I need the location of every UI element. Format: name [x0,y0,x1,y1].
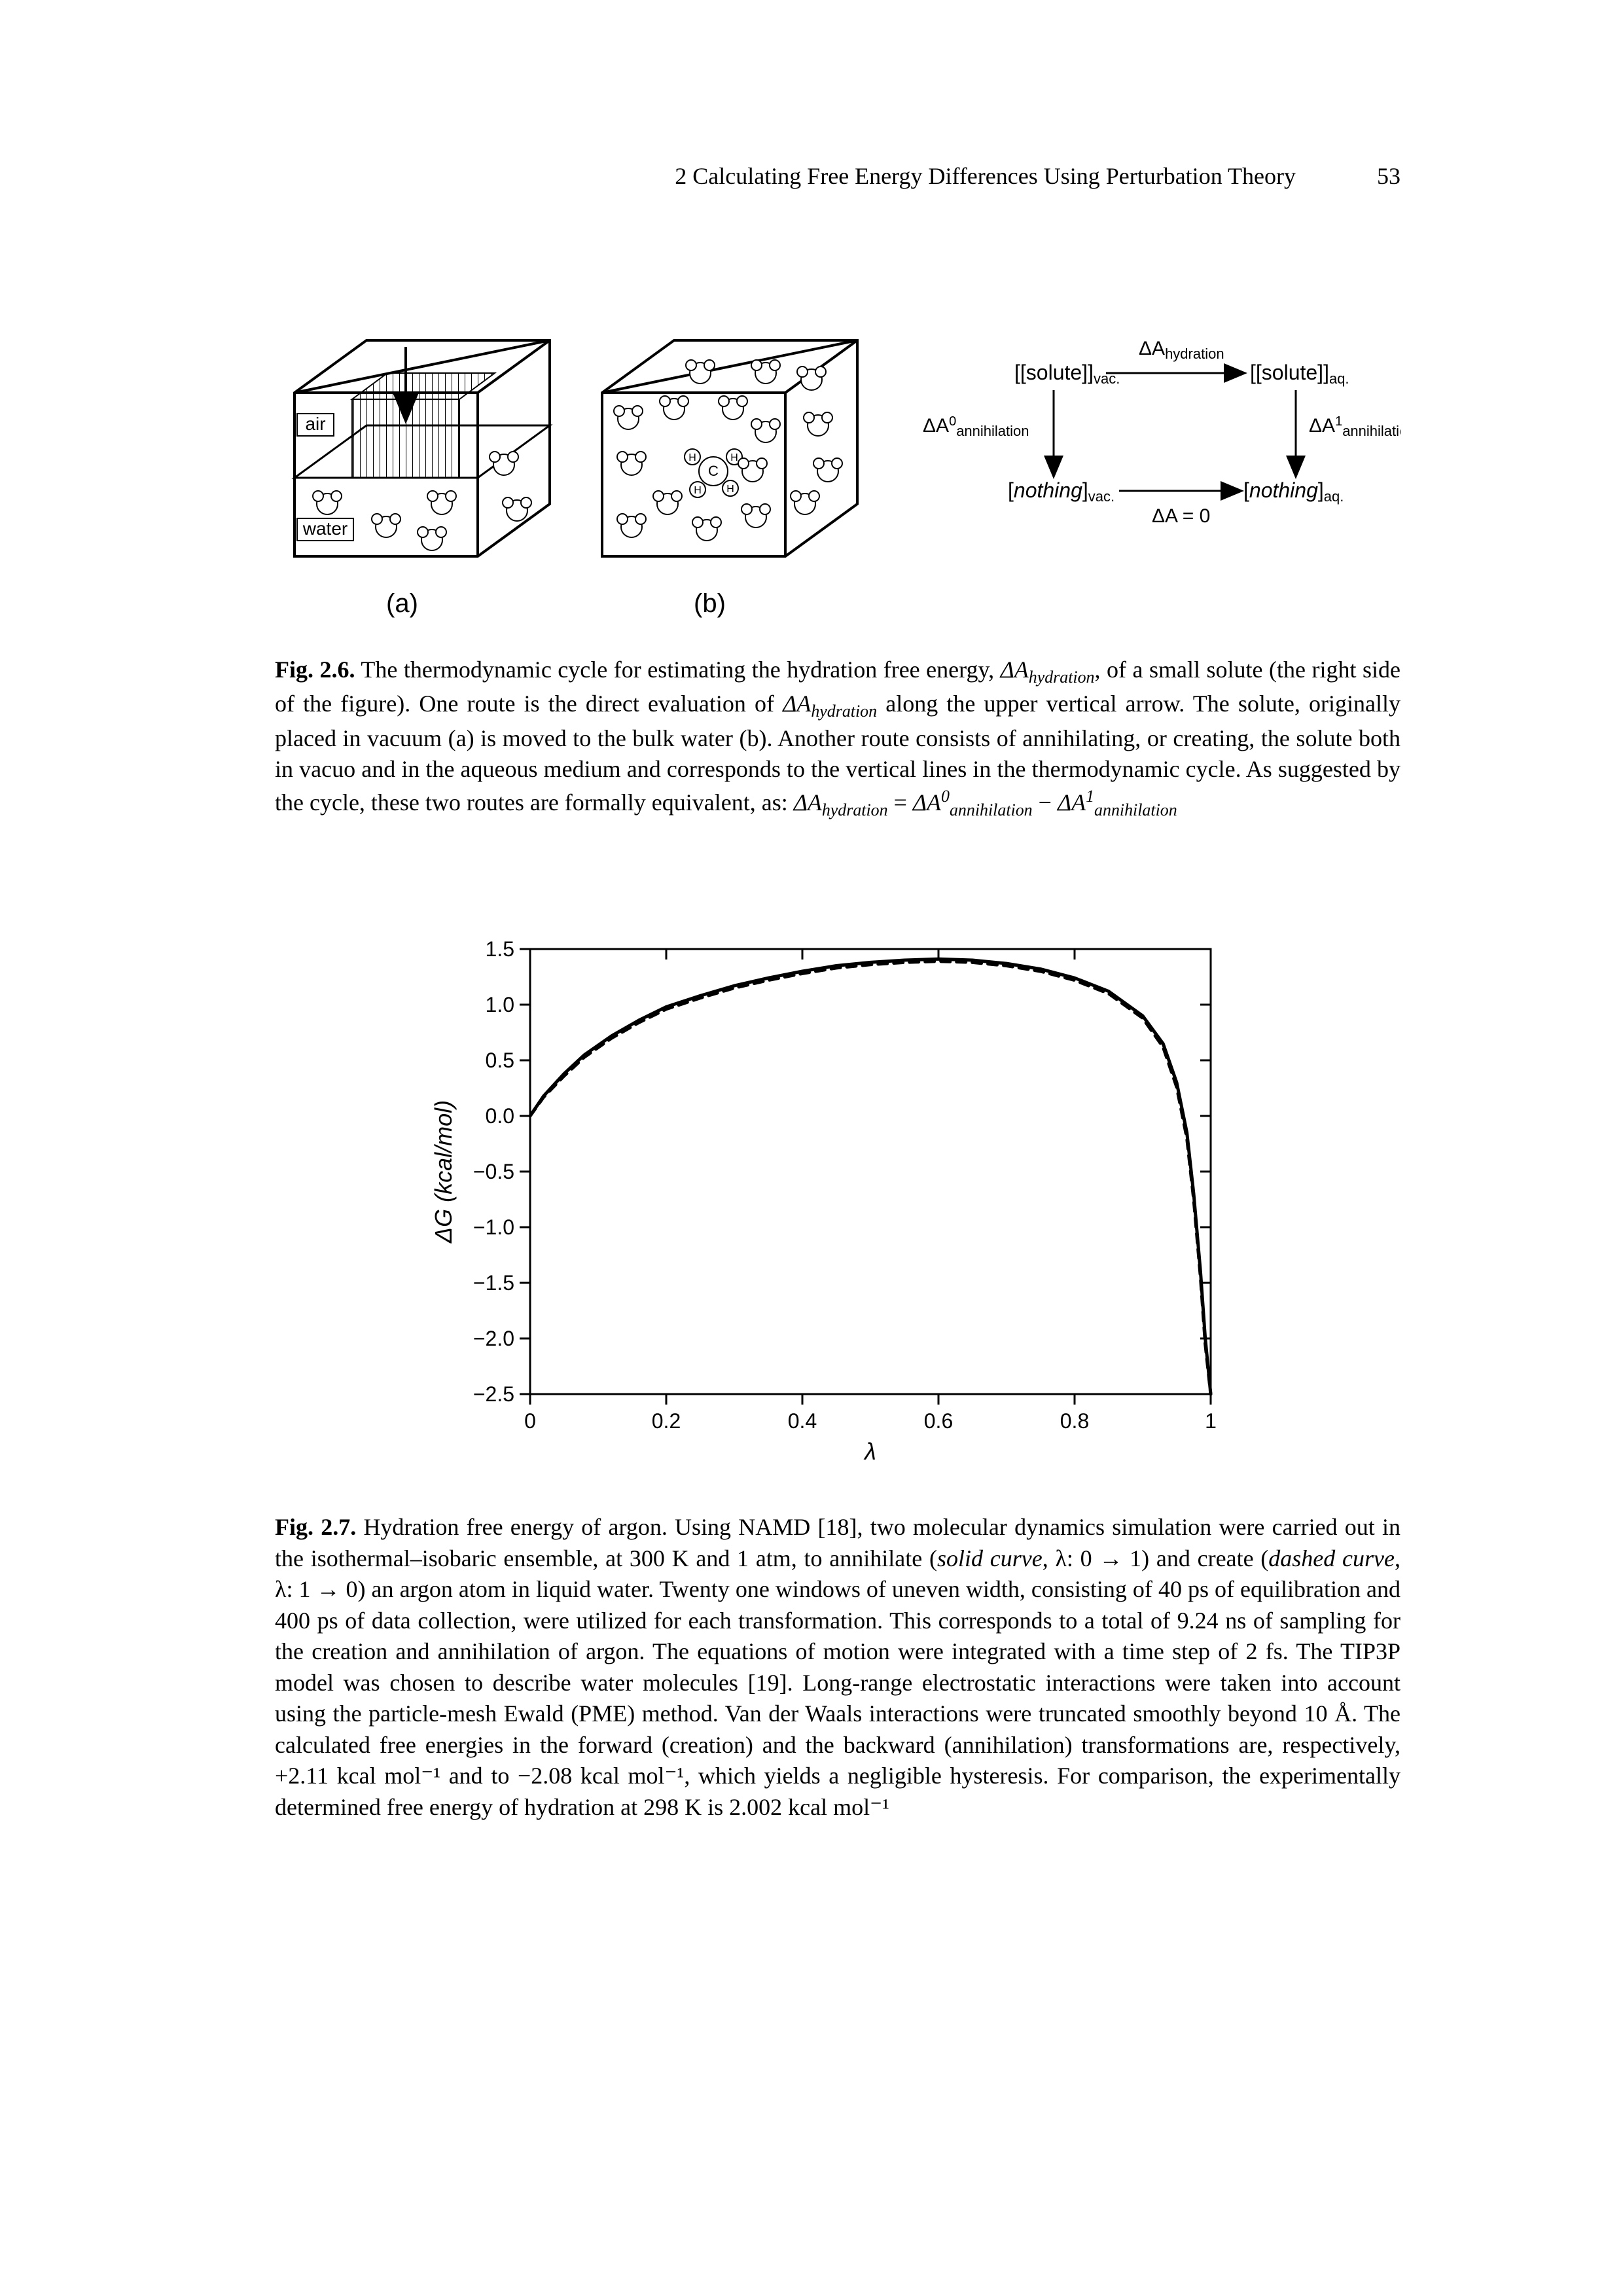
caption-math: ΔAhydration [1001,656,1095,683]
caption-text: , λ: 1 → 0) an argon atom in liquid wate… [275,1545,1400,1820]
svg-text:−0.5: −0.5 [473,1160,514,1183]
svg-text:−1.5: −1.5 [473,1271,514,1295]
figure-2-6-caption: Fig. 2.6. The thermodynamic cycle for es… [275,655,1400,821]
svg-text:ΔAhydration: ΔAhydration [1139,338,1224,362]
caption-math: ΔAhydration [794,789,888,816]
chapter-title: 2 Calculating Free Energy Differences Us… [275,162,1296,190]
figure-2-7-caption: Fig. 2.7. Hydration free energy of argon… [275,1512,1400,1823]
caption-italic: dashed curve [1268,1545,1395,1571]
svg-text:−2.0: −2.0 [473,1327,514,1350]
svg-text:[nothing]aq.: [nothing]aq. [1243,478,1344,505]
thermo-cycle: [[solute]]vac. [[solute]]aq. [nothing]va… [923,338,1400,527]
svg-text:C: C [708,463,719,479]
svg-text:ΔA0annihilation: ΔA0annihilation [923,414,1029,439]
caption-lead: Fig. 2.6. [275,656,355,683]
svg-text:−1.0: −1.0 [473,1215,514,1239]
svg-text:0.4: 0.4 [788,1409,817,1433]
svg-text:0.5: 0.5 [486,1049,514,1072]
caption-math: ΔAhydration [783,691,877,717]
svg-text:H: H [726,484,734,495]
svg-text:−2.5: −2.5 [473,1382,514,1406]
caption-text: = [888,789,913,816]
label-a: (a) [386,589,418,618]
figure-2-6: air water (a) [275,242,1400,632]
caption-text: Hydration free energy of argon. Using N [356,1514,755,1540]
page: 2 Calculating Free Energy Differences Us… [0,0,1623,2296]
svg-text:0: 0 [524,1409,536,1433]
svg-text:0.0: 0.0 [486,1104,514,1128]
figure-2-6-svg: air water (a) [275,242,1400,628]
running-head: 2 Calculating Free Energy Differences Us… [275,162,1400,190]
svg-text:[[solute]]aq.: [[solute]]aq. [1250,361,1349,387]
svg-text:0.2: 0.2 [652,1409,681,1433]
caption-text: The thermodynamic cycle for estimating t… [355,656,1001,683]
svg-text:λ: λ [863,1438,876,1465]
svg-text:ΔA = 0: ΔA = 0 [1152,505,1210,527]
svg-text:[nothing]vac.: [nothing]vac. [1008,478,1115,505]
label-b: (b) [694,589,726,618]
water-label-text: water [302,518,348,539]
caption-lead: Fig. 2.7. [275,1514,356,1540]
figure-2-7-chart: 0 0.2 0.4 0.6 0.8 1 −2.5 −2.0 −1.5 −1.0 −0.5 0.0 0.5… [419,929,1257,1479]
svg-text:[[solute]]vac.: [[solute]]vac. [1014,361,1120,387]
page-number: 53 [1348,162,1400,190]
svg-text:H: H [694,485,702,496]
cube-a: air water (a) [294,340,550,618]
caption-smallcaps: AMD [755,1514,810,1540]
caption-math: ΔA0annihilation [913,789,1033,816]
cube-b: C H H H H [602,340,857,618]
svg-text:1: 1 [1205,1409,1217,1433]
caption-italic: solid curve [937,1545,1043,1571]
svg-text:H: H [730,452,738,463]
caption-math: ΔA1annihilation [1058,789,1177,816]
chart-svg: 0 0.2 0.4 0.6 0.8 1 −2.5 −2.0 −1.5 −1.0 −0.5 0.0 0.5… [419,929,1257,1479]
caption-text: − [1033,789,1058,816]
svg-text:H: H [688,452,696,463]
air-label-text: air [305,414,325,434]
caption-text: , λ: 0 → 1) and create ( [1043,1545,1269,1571]
svg-text:1.0: 1.0 [486,993,514,1016]
svg-text:ΔA1annihilation: ΔA1annihilation [1309,414,1400,439]
svg-text:1.5: 1.5 [486,937,514,961]
svg-text:0.8: 0.8 [1060,1409,1089,1433]
svg-text:ΔG (kcal/mol): ΔG (kcal/mol) [430,1100,457,1244]
svg-text:0.6: 0.6 [924,1409,953,1433]
